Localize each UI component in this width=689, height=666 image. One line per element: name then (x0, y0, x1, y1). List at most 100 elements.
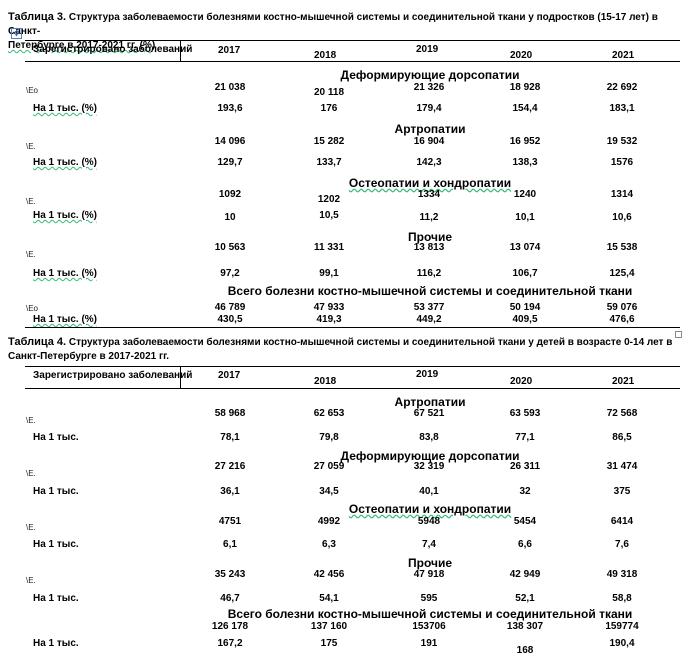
table3-value: 14 096 (214, 136, 246, 147)
table4-value: 63 593 (509, 408, 541, 419)
table3-value: 16 952 (509, 136, 541, 147)
table4-per-label: На 1 тыс. (33, 486, 79, 497)
table4-year-2017: 2017 (218, 370, 241, 381)
table4-per-label: На 1 тыс. (33, 638, 79, 649)
table3-rate: 430,5 (217, 314, 243, 325)
table4-value: 5454 (513, 516, 537, 527)
table4-value: 138 307 (506, 621, 544, 632)
table3-per-label: На 1 тыс. (%) (33, 314, 98, 325)
table3-value: 15 538 (606, 242, 638, 253)
table3-value: 21 326 (413, 82, 445, 93)
table3-rate: 154,4 (512, 103, 538, 114)
table4-rate: 375 (613, 486, 631, 497)
table3-value: 15 282 (313, 136, 345, 147)
table3-section-title: Остеопатии и хондропатии (348, 176, 512, 190)
table4-value: 49 318 (606, 569, 638, 580)
table4-value: 67 521 (413, 408, 445, 419)
table3-value: 1202 (317, 194, 341, 205)
row-marker: \Е. (26, 469, 36, 478)
table4-year-2020: 2020 (510, 376, 533, 387)
table4-year-2018: 2018 (314, 376, 337, 387)
table4-rate: 58,8 (612, 593, 632, 604)
table3-value: 11 331 (313, 242, 345, 253)
table4-rate: 83,8 (419, 432, 439, 443)
table3-per-label: На 1 тыс. (%) (33, 103, 98, 114)
table4-header-label: Зарегистрировано заболеваний (33, 370, 193, 381)
table3-rate: 142,3 (416, 157, 442, 168)
table4-rate: 54,1 (319, 593, 339, 604)
table4-rate: 52,1 (515, 593, 535, 604)
table3-caption-line1: Структура заболеваемости болезнями костн… (8, 12, 658, 37)
table3-year-2020: 2020 (510, 50, 533, 61)
table3-rate: 183,1 (609, 103, 635, 114)
table4-per-label: На 1 тыс. (33, 593, 79, 604)
table3-rate: 193,6 (217, 103, 243, 114)
table4-section-title: Прочие (407, 556, 452, 570)
table3-value: 16 904 (413, 136, 445, 147)
table3-rate: 129,7 (217, 157, 243, 168)
table3-value: 59 076 (606, 302, 638, 313)
table4-value: 26 311 (509, 461, 541, 472)
table3-rate: 10,6 (612, 212, 632, 223)
table4-value: 4992 (317, 516, 341, 527)
table3-section-title: Прочие (407, 230, 452, 244)
table4-rate: 86,5 (612, 432, 632, 443)
table3-rate: 176 (320, 103, 338, 114)
table4-section-title: Деформирующие дорсопатии (340, 449, 520, 463)
table3-value: 1240 (513, 189, 537, 200)
table4-value: 159774 (605, 621, 639, 632)
table3-per-label: На 1 тыс. (%) (33, 268, 98, 279)
table4-rate: 6,3 (322, 539, 336, 550)
table3-value: 1314 (610, 189, 634, 200)
row-marker: \Е. (26, 250, 36, 259)
table-end-handle (675, 331, 682, 338)
table3-value: 50 194 (509, 302, 541, 313)
table4-value: 35 243 (214, 569, 246, 580)
table4-value: 72 568 (606, 408, 638, 419)
table3-value: 53 377 (413, 302, 445, 313)
table4-rate: 6,6 (518, 539, 532, 550)
table3-value: 19 532 (606, 136, 638, 147)
table4-value: 6414 (610, 516, 634, 527)
table3-year-2019: 2019 (416, 44, 439, 55)
table4-value: 32 319 (413, 461, 445, 472)
table3-label: Таблица 3. (8, 11, 67, 23)
table3-rate: 10 (224, 212, 236, 223)
row-marker: \Ео (26, 304, 39, 313)
table4-rate: 78,1 (220, 432, 240, 443)
table4-value: 153706 (412, 621, 446, 632)
table3-rate: 99,1 (319, 268, 339, 279)
table3-value: 10 563 (214, 242, 246, 253)
row-marker: \Е. (26, 576, 36, 585)
table4-rate: 36,1 (220, 486, 240, 497)
move-handle-icon[interactable]: ✥ (11, 28, 22, 39)
table4-section-title: Всего болезни костно-мышечной системы и … (227, 607, 633, 621)
table3-rate: 116,2 (416, 268, 442, 279)
table4-caption: Таблица 4. Структура заболеваемости боле… (8, 335, 680, 364)
table3-rate: 179,4 (416, 103, 442, 114)
table3-value: 13 813 (413, 242, 445, 253)
table4-rate: 191 (420, 638, 438, 649)
table4-value: 62 653 (313, 408, 345, 419)
table3-rate: 125,4 (609, 268, 635, 279)
table3-rate: 1576 (610, 157, 634, 168)
table4-value: 31 474 (606, 461, 638, 472)
table4-value: 42 456 (313, 569, 345, 580)
table4-rate: 34,5 (319, 486, 339, 497)
table4-rate: 79,8 (319, 432, 339, 443)
row-marker: \Е. (26, 197, 36, 206)
table4-rate: 595 (420, 593, 438, 604)
table4-rate: 167,2 (217, 638, 243, 649)
row-marker: \Е. (26, 142, 36, 151)
table3-value: 47 933 (313, 302, 345, 313)
row-marker: \Ео (26, 86, 39, 95)
table3-per-label: На 1 тыс. (%) (33, 157, 98, 168)
table3-value: 1334 (417, 189, 441, 200)
table4-rate: 168 (516, 645, 534, 656)
table3-header-label: Зарегистрировано заболеваний (33, 44, 193, 55)
table3-rate: 11,2 (419, 212, 439, 223)
table4-rate: 175 (320, 638, 338, 649)
table3-rate: 419,3 (316, 314, 342, 325)
table3-value: 22 692 (606, 82, 638, 93)
table4-value: 5948 (417, 516, 441, 527)
